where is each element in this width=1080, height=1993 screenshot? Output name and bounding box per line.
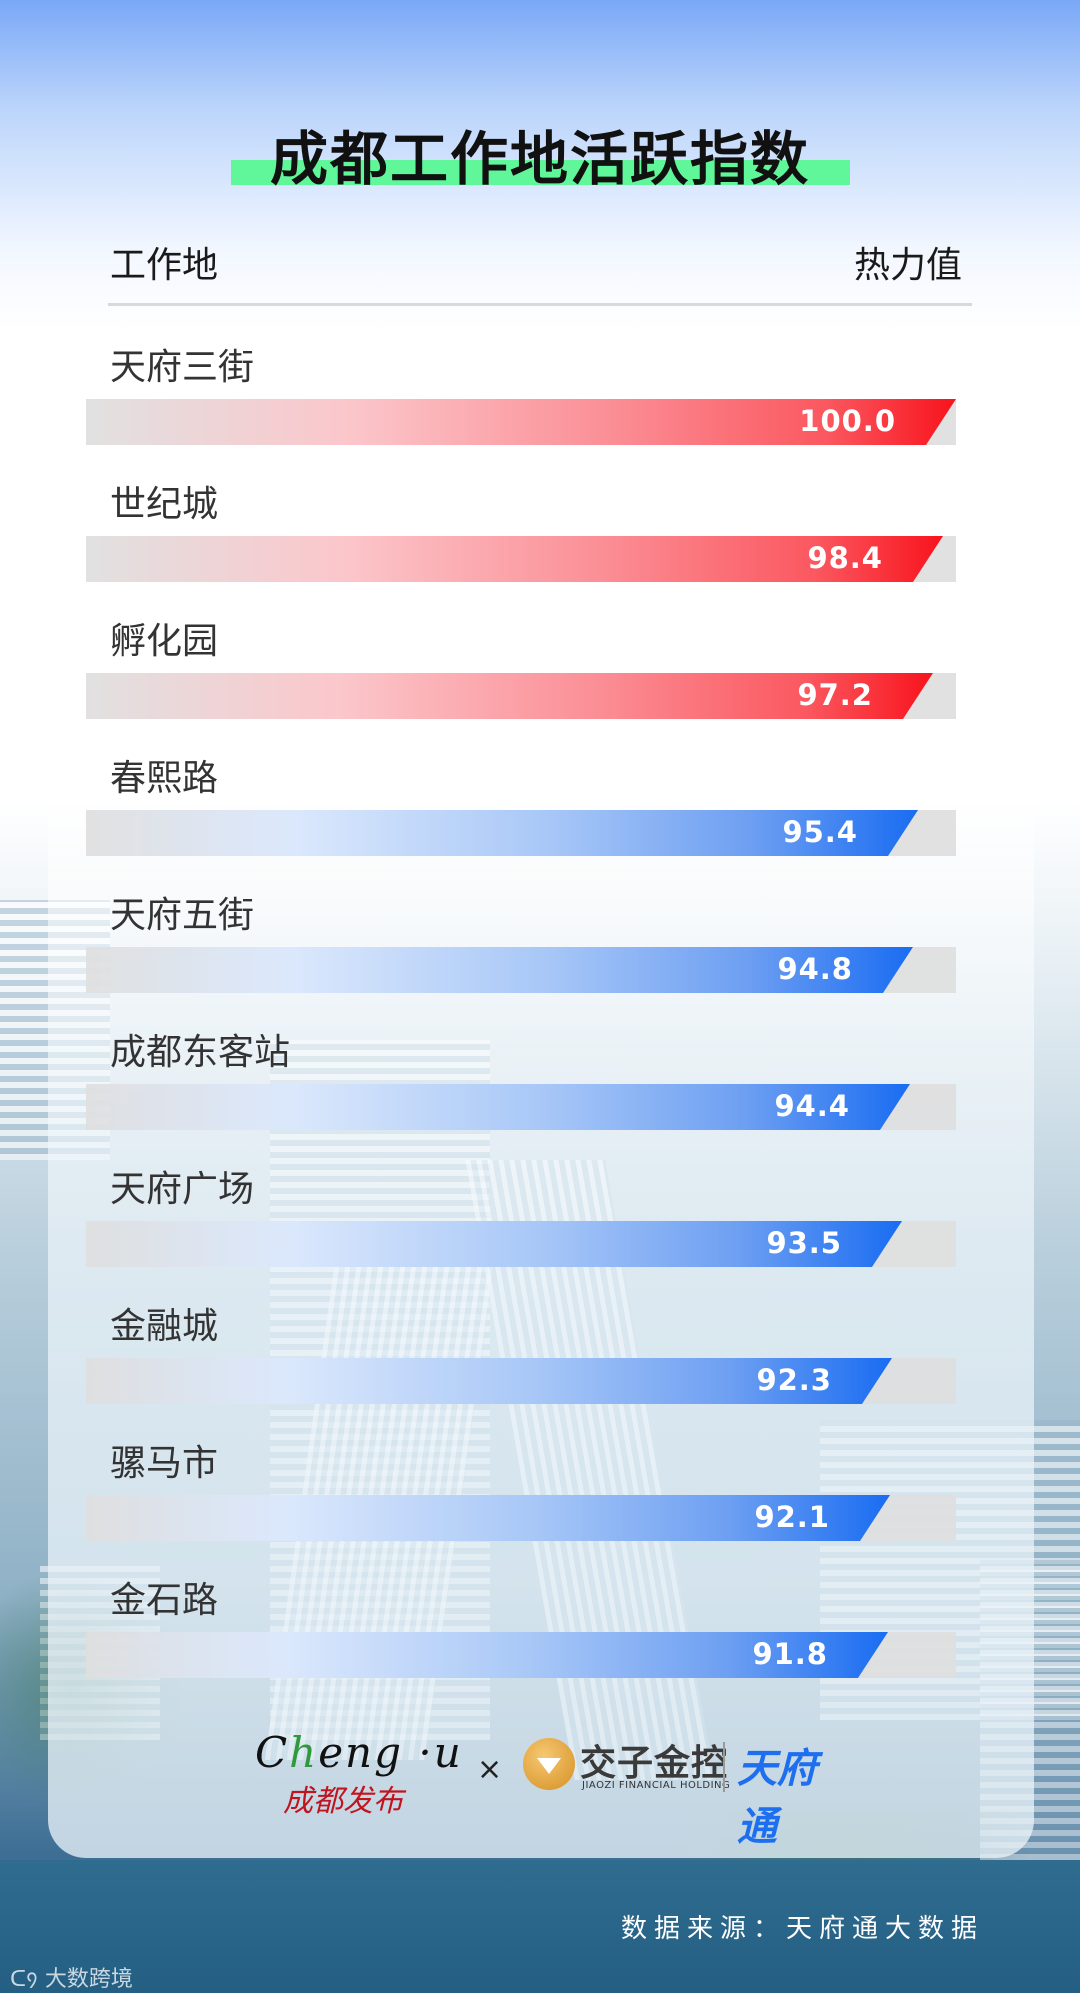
tianfutong-logo: 天府通 [737, 1746, 817, 1850]
bar-fill: 94.4 [86, 1084, 910, 1130]
collab-times-icon: × [477, 1752, 503, 1787]
watermark: ᑕ᠀ 大数跨境 [10, 1967, 133, 1992]
column-header-heat-value: 热力值 [853, 245, 962, 286]
bar-row: 天府广场 93.5 [0, 1160, 1080, 1290]
bar-row: 孵化园 97.2 [0, 612, 1080, 742]
title-highlight [231, 160, 850, 185]
header-divider [108, 303, 972, 306]
bar-label: 世纪城 [110, 484, 219, 525]
bar-fill: 93.5 [86, 1221, 902, 1267]
bar-label: 金融城 [110, 1306, 219, 1347]
bar-value: 95.4 [782, 815, 858, 849]
bar-value: 94.8 [777, 952, 853, 986]
bar-label: 成都东客站 [110, 1032, 291, 1073]
bar-row: 天府三街 100.0 [0, 338, 1080, 468]
bar-row: 金石路 91.8 [0, 1571, 1080, 1701]
watermark-icon: ᑕ᠀ [10, 1967, 45, 1992]
bar-fill: 95.4 [86, 810, 918, 856]
bar-fill: 100.0 [86, 399, 956, 445]
bar-value: 92.1 [754, 1500, 830, 1534]
bar-label: 天府三街 [110, 347, 255, 388]
bar-fill: 94.8 [86, 947, 913, 993]
bar-label: 骡马市 [110, 1443, 219, 1484]
bar-label: 金石路 [110, 1580, 219, 1621]
data-source-note: 数据来源：天府通大数据 [620, 1914, 984, 1944]
chengdu-release-logo: Cheng ·u 成都发布 [255, 1728, 463, 1819]
bar-value: 100.0 [799, 404, 896, 438]
bar-value: 93.5 [766, 1226, 842, 1260]
bar-label: 天府五街 [110, 895, 255, 936]
bar-label: 孵化园 [110, 621, 219, 662]
bar-fill: 92.1 [86, 1495, 890, 1541]
jiaozi-coin-icon [523, 1738, 575, 1790]
bar-fill: 97.2 [86, 673, 933, 719]
bar-row: 成都东客站 94.4 [0, 1023, 1080, 1153]
column-header-location: 工作地 [110, 245, 219, 286]
jiaozi-logo-subtitle: JIAOZI FINANCIAL HOLDING [582, 1780, 731, 1791]
bar-label: 天府广场 [110, 1169, 255, 1210]
bar-row: 金融城 92.3 [0, 1297, 1080, 1427]
jiaozi-logo-text: 交子金控 [580, 1743, 729, 1784]
bar-fill: 91.8 [86, 1632, 888, 1678]
bar-row: 天府五街 94.8 [0, 886, 1080, 1016]
logo-divider [723, 1742, 725, 1792]
bar-value: 94.4 [774, 1089, 850, 1123]
bar-value: 97.2 [797, 678, 873, 712]
bar-row: 骡马市 92.1 [0, 1434, 1080, 1564]
logo-strip: Cheng ·u 成都发布 × 交子金控 JIAOZI FINANCIAL HO… [255, 1720, 855, 1850]
bar-row: 世纪城 98.4 [0, 475, 1080, 605]
chart-card [48, 0, 1034, 1858]
bar-row: 春熙路 95.4 [0, 749, 1080, 879]
bar-fill: 92.3 [86, 1358, 892, 1404]
bar-fill: 98.4 [86, 536, 943, 582]
bar-value: 98.4 [807, 541, 883, 575]
bar-label: 春熙路 [110, 758, 219, 799]
page-title: 成都工作地活跃指数 [269, 125, 810, 193]
bar-value: 92.3 [756, 1363, 832, 1397]
bar-value: 91.8 [752, 1637, 828, 1671]
